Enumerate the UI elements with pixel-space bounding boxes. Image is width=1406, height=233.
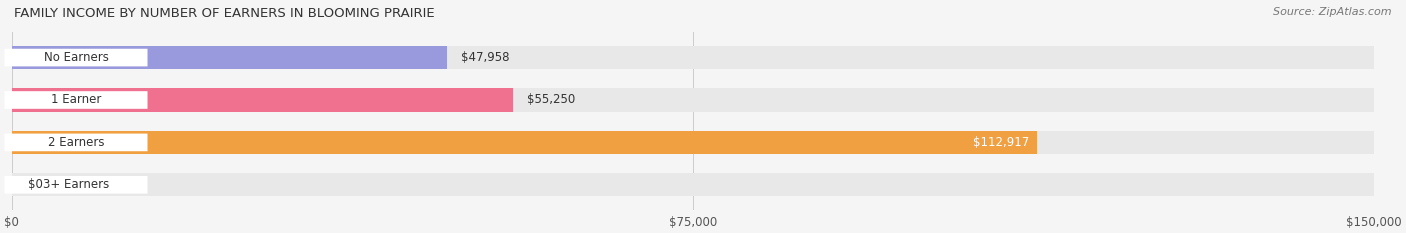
FancyBboxPatch shape bbox=[4, 176, 148, 194]
Bar bbox=[11, 173, 1374, 196]
Text: $47,958: $47,958 bbox=[461, 51, 509, 64]
Text: $112,917: $112,917 bbox=[973, 136, 1029, 149]
Bar bbox=[11, 88, 1374, 112]
Bar bbox=[11, 46, 447, 69]
Bar bbox=[11, 46, 1374, 69]
Bar bbox=[11, 88, 513, 112]
FancyBboxPatch shape bbox=[4, 134, 148, 151]
Text: No Earners: No Earners bbox=[44, 51, 108, 64]
Text: $0: $0 bbox=[28, 178, 42, 191]
Text: 2 Earners: 2 Earners bbox=[48, 136, 104, 149]
Text: 3+ Earners: 3+ Earners bbox=[42, 178, 110, 191]
Bar bbox=[11, 131, 1038, 154]
Text: $55,250: $55,250 bbox=[527, 93, 575, 106]
FancyBboxPatch shape bbox=[4, 49, 148, 66]
Text: 1 Earner: 1 Earner bbox=[51, 93, 101, 106]
Text: FAMILY INCOME BY NUMBER OF EARNERS IN BLOOMING PRAIRIE: FAMILY INCOME BY NUMBER OF EARNERS IN BL… bbox=[14, 7, 434, 20]
Text: Source: ZipAtlas.com: Source: ZipAtlas.com bbox=[1274, 7, 1392, 17]
Bar bbox=[11, 131, 1374, 154]
FancyBboxPatch shape bbox=[4, 91, 148, 109]
